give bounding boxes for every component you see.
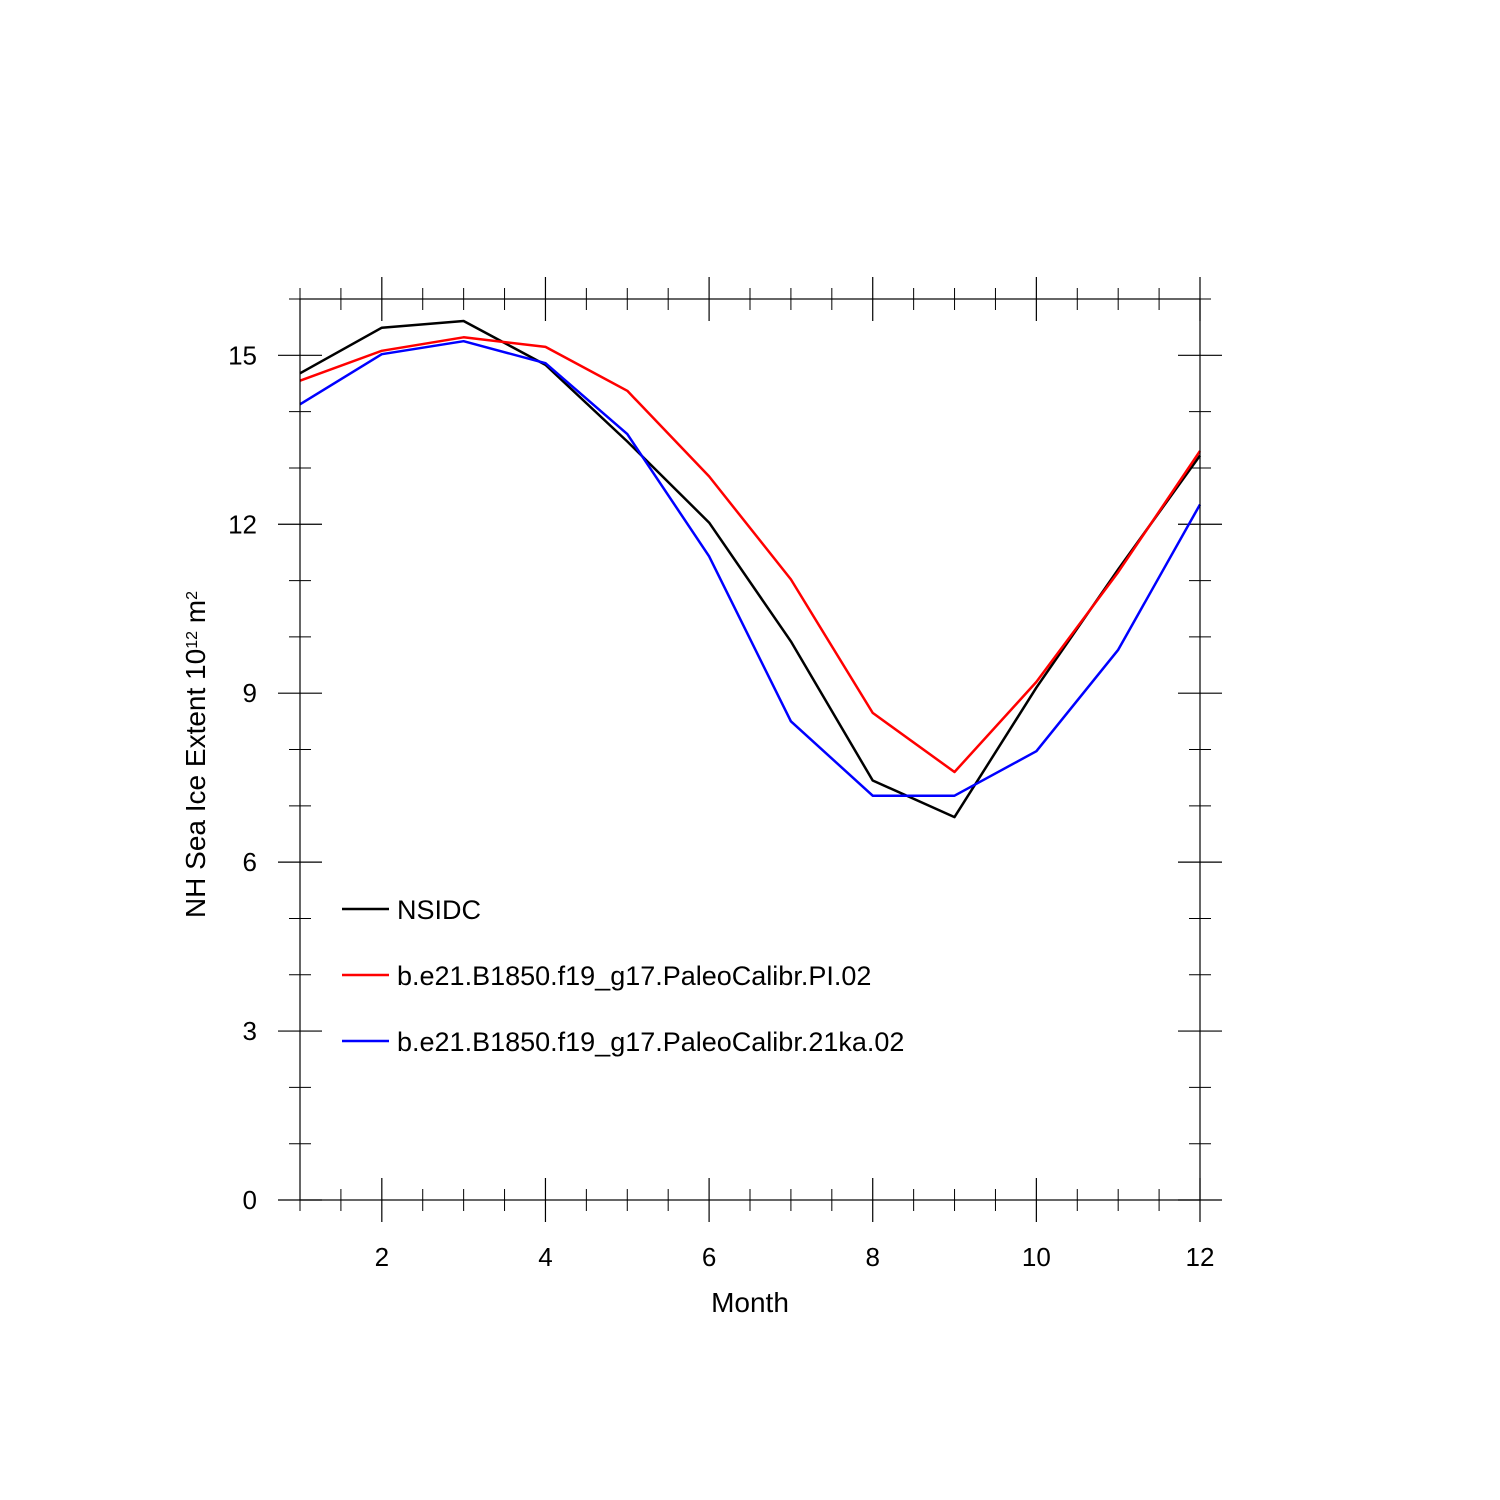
y-tick-label: 0 [243,1185,257,1215]
y-tick-label: 3 [243,1016,257,1046]
x-tick-label: 8 [865,1242,879,1272]
legend-label-nsidc: NSIDC [397,895,481,925]
x-axis-title: Month [711,1287,789,1318]
axis-ticks [278,277,1222,1222]
legend: NSIDC b.e21.B1850.f19_g17.PaleoCalibr.PI… [342,895,904,1057]
y-tick-label: 12 [228,509,257,539]
y-tick-label: 15 [228,340,257,370]
y-tick-label: 9 [243,678,257,708]
y-tick-label: 6 [243,847,257,877]
series-lines [299,319,1202,819]
x-tick-label: 6 [702,1242,716,1272]
x-tick-label: 2 [375,1242,389,1272]
y-tick-labels: 0 3 6 9 12 15 [228,340,257,1215]
x-tick-labels: 2 4 6 8 10 12 [375,1242,1215,1272]
y-axis-title-base: NH Sea Ice Extent 10 [180,649,211,918]
series-line-2 [299,336,1202,774]
legend-item-nsidc: NSIDC [342,895,481,925]
y-axis-title-unit-exponent: 2 [184,591,201,600]
y-axis-title: NH Sea Ice Extent 1012 m2 [180,591,211,918]
series-line-3 [299,339,1202,797]
legend-item-pi: b.e21.B1850.f19_g17.PaleoCalibr.PI.02 [342,961,871,991]
legend-label-pi: b.e21.B1850.f19_g17.PaleoCalibr.PI.02 [397,961,871,991]
x-tick-label: 4 [538,1242,552,1272]
legend-item-21ka: b.e21.B1850.f19_g17.PaleoCalibr.21ka.02 [342,1027,904,1057]
x-tick-label: 12 [1186,1242,1215,1272]
series-line-1 [299,319,1202,819]
y-axis-title-unit: m [180,600,211,631]
y-axis-title-exponent: 12 [184,631,201,649]
plot-frame [299,298,1201,1201]
x-tick-label: 10 [1022,1242,1051,1272]
legend-label-21ka: b.e21.B1850.f19_g17.PaleoCalibr.21ka.02 [397,1027,904,1057]
